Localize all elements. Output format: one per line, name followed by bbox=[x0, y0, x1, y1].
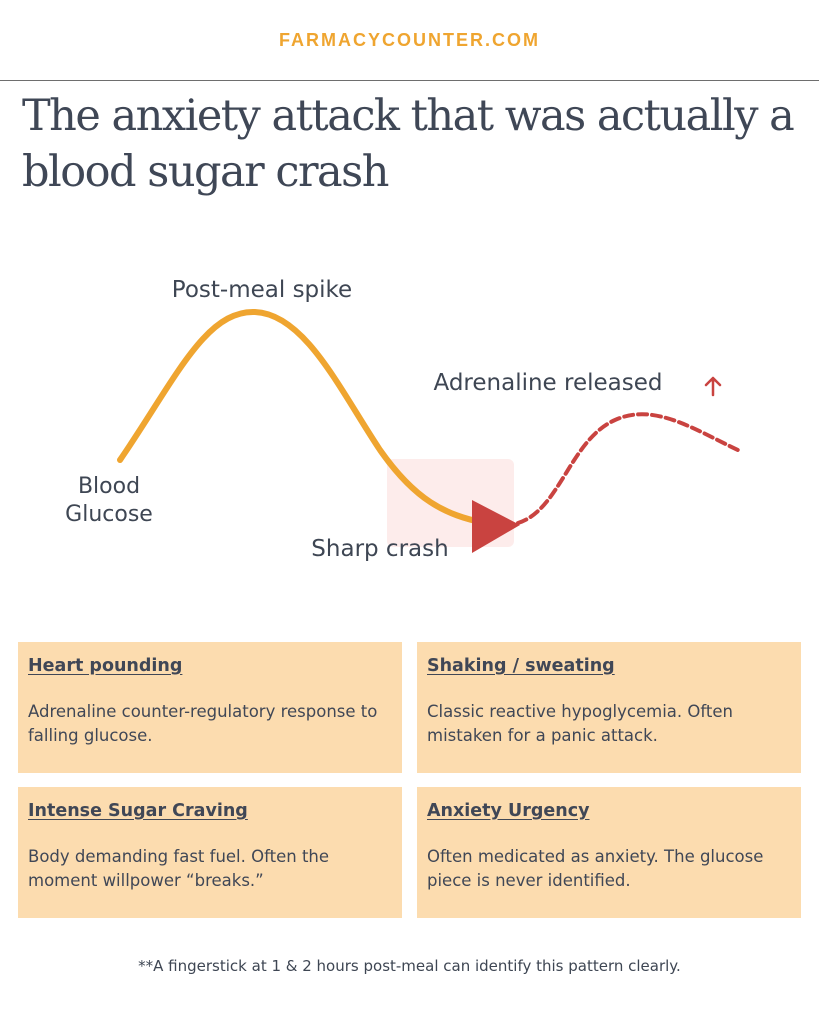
card-title: Shaking / sweating bbox=[427, 656, 615, 676]
adrenaline-released-label: Adrenaline released bbox=[434, 370, 663, 396]
blood-label-line1: Blood bbox=[78, 474, 140, 499]
site-brand: FARMACYCOUNTER.COM bbox=[279, 30, 540, 50]
card-title: Anxiety Urgency bbox=[427, 801, 590, 821]
page-title: The anxiety attack that was actually a b… bbox=[22, 91, 795, 197]
symptom-card-heart-pounding: Heart pounding Adrenaline counter-regula… bbox=[18, 642, 402, 773]
card-body: Body demanding fast fuel. Often the mome… bbox=[28, 847, 330, 890]
card-body: Classic reactive hypoglycemia. Often mis… bbox=[427, 702, 733, 745]
card-body: Often medicated as anxiety. The glucose … bbox=[427, 847, 764, 890]
glucose-crash-diagram: Post-meal spike Blood Glucose Sharp cras… bbox=[65, 277, 744, 562]
up-arrow-icon bbox=[704, 376, 722, 397]
sharp-crash-label: Sharp crash bbox=[311, 536, 448, 562]
card-title: Heart pounding bbox=[28, 656, 183, 676]
triangle-marker-icon bbox=[472, 500, 520, 553]
glucose-label-line2: Glucose bbox=[65, 502, 153, 527]
footnote: **A fingerstick at 1 & 2 hours post-meal… bbox=[138, 957, 681, 975]
symptom-card-sugar-craving: Intense Sugar Craving Body demanding fas… bbox=[18, 787, 402, 918]
glucose-curve bbox=[117, 308, 488, 526]
symptom-card-anxiety-urgency: Anxiety Urgency Often medicated as anxie… bbox=[417, 787, 801, 918]
header-divider bbox=[0, 80, 819, 81]
card-body: Adrenaline counter-regulatory response t… bbox=[28, 702, 378, 745]
symptom-card-shaking-sweating: Shaking / sweating Classic reactive hypo… bbox=[417, 642, 801, 773]
card-title: Intense Sugar Craving bbox=[28, 801, 248, 821]
post-meal-spike-label: Post-meal spike bbox=[172, 277, 352, 303]
adrenaline-curve bbox=[516, 412, 744, 525]
